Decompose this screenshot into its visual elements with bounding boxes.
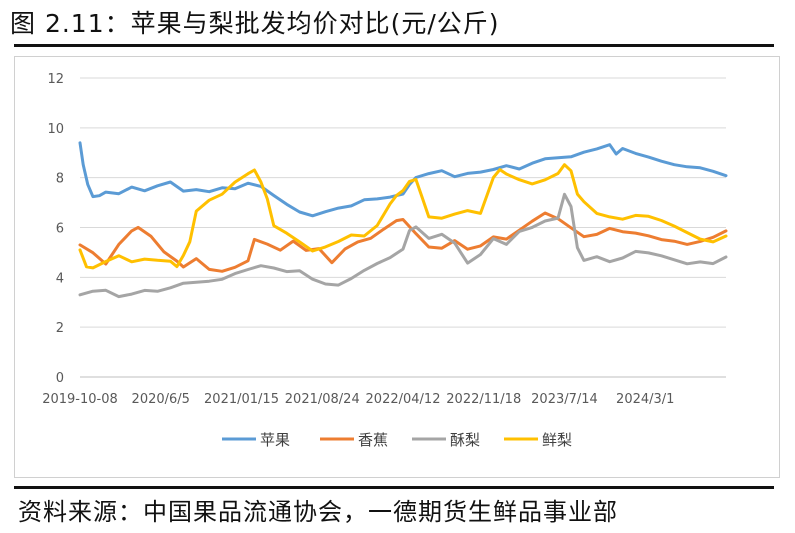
- y-tick-label: 10: [47, 122, 64, 137]
- legend-label: 鲜梨: [542, 431, 572, 449]
- x-tick-label: 2022/04/12: [366, 392, 441, 407]
- x-tick-label: 2019-10-08: [42, 392, 118, 407]
- x-tick-label: 2020/6/5: [132, 392, 190, 407]
- chart-frame: [14, 56, 780, 478]
- x-tick-label: 2022/11/18: [446, 392, 521, 407]
- y-tick-label: 6: [56, 222, 64, 237]
- figure-title: 图 2.11：苹果与梨批发均价对比(元/公斤): [10, 9, 500, 38]
- x-axis-ticks: 2019-10-08 2020/6/5 2021/01/15 2021/08/24 20…: [42, 392, 674, 407]
- series-lines: [78, 141, 728, 299]
- y-axis-ticks: 0 2 4 6 8 10 12: [47, 72, 64, 386]
- x-tick-label: 2021/01/15: [204, 392, 279, 407]
- series-line-1: [78, 211, 728, 273]
- y-tick-label: 8: [56, 172, 64, 187]
- grid-lines: [80, 77, 726, 328]
- x-tick-label: 2023/7/14: [531, 392, 598, 407]
- series-line-2: [78, 192, 728, 299]
- x-tick-label: 2024/3/1: [616, 392, 674, 407]
- legend: 苹果 香蕉 酥梨 鲜梨: [222, 431, 572, 449]
- source-rule: [14, 486, 774, 489]
- series-line-3: [78, 163, 728, 270]
- source-note: 资料来源：中国果品流通协会，一德期货生鲜品事业部: [18, 498, 618, 526]
- y-tick-label: 0: [56, 371, 64, 386]
- x-tick-label: 2021/08/24: [285, 392, 360, 407]
- series-line-0: [78, 141, 728, 218]
- y-tick-label: 4: [56, 271, 64, 286]
- legend-label: 苹果: [260, 431, 290, 449]
- y-tick-label: 2: [56, 321, 64, 336]
- legend-label: 酥梨: [450, 431, 480, 449]
- y-tick-label: 12: [47, 72, 64, 87]
- title-rule: [14, 44, 774, 47]
- legend-label: 香蕉: [358, 431, 388, 449]
